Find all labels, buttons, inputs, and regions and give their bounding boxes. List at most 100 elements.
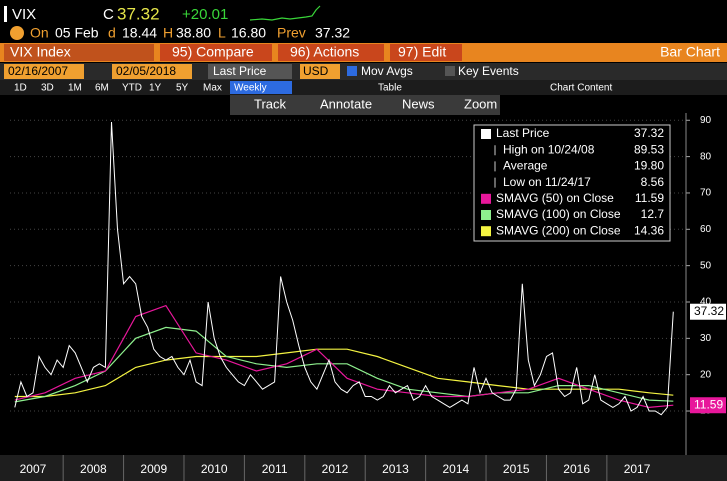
range-button[interactable]: 3D: [41, 83, 54, 94]
range-button[interactable]: 6M: [95, 83, 109, 94]
legend-label: SMAVG (100) on Close: [496, 207, 621, 221]
field-box[interactable]: [208, 64, 292, 79]
tool-bar: [230, 95, 500, 115]
legend-swatch: [481, 193, 491, 204]
legend-swatch: [481, 226, 491, 237]
open-label: d: [108, 25, 116, 41]
period[interactable]: Weekly: [234, 83, 267, 94]
edit-button[interactable]: [390, 44, 462, 61]
currency[interactable]: USD: [303, 64, 329, 78]
on-label: On: [30, 25, 49, 41]
mov-avgs[interactable]: Mov Avgs: [361, 64, 413, 78]
low: 16.80: [231, 25, 266, 41]
end-date[interactable]: 02/05/2018: [116, 64, 176, 78]
news[interactable]: News: [402, 96, 435, 111]
stat-label: High on 10/24/08: [503, 142, 595, 156]
last-flag: C: [103, 6, 114, 23]
range-button[interactable]: 5Y: [176, 83, 189, 94]
y-tick-label: 20: [700, 369, 712, 380]
y-tick-label: 70: [700, 188, 712, 199]
stat-value: 19.80: [634, 159, 664, 173]
stat-label: Low on 11/24/17: [503, 175, 591, 189]
x-tick-label: 2015: [503, 462, 530, 476]
range-buttons: 1D 3D 1M 6M YTD 1Y 5Y Max: [14, 83, 222, 94]
end-box[interactable]: [112, 64, 192, 79]
high: 38.80: [176, 25, 211, 41]
stat-label: Average: [503, 159, 548, 173]
x-tick-label: 2010: [201, 462, 228, 476]
legend-label: SMAVG (50) on Close: [496, 191, 614, 205]
ticker: VIX: [12, 6, 36, 23]
stat-value: 89.53: [634, 142, 664, 156]
series-line: [14, 348, 674, 398]
price-tag-label: 11.59: [694, 397, 723, 411]
edit[interactable]: 97) Edit: [398, 44, 446, 60]
range-button[interactable]: 1Y: [149, 83, 162, 94]
legend: Last Price 37.32 High on 10/24/08 89.53 Aver…: [473, 124, 671, 242]
start-box[interactable]: [4, 64, 84, 79]
legend-label: SMAVG (200) on Close: [496, 223, 621, 237]
zoom[interactable]: Zoom: [464, 96, 497, 111]
y-tick-label: 60: [700, 224, 712, 235]
price-tag-label: 37.32: [694, 304, 724, 318]
track[interactable]: Track: [254, 96, 287, 111]
legend-value: 37.32: [634, 126, 664, 140]
compare[interactable]: 95) Compare: [172, 44, 254, 60]
high-label: H: [163, 25, 173, 41]
series-line: [14, 304, 674, 409]
legend-value: 14.36: [634, 223, 664, 237]
last-price: 37.32: [117, 4, 160, 23]
range-button[interactable]: 1D: [14, 83, 27, 94]
compare-button[interactable]: [160, 44, 272, 61]
checkbox[interactable]: [347, 66, 357, 76]
legend-box: [473, 124, 671, 242]
y-tick-label: 40: [700, 297, 712, 308]
x-tick-label: 2016: [563, 462, 590, 476]
x-tick-label: 2014: [442, 462, 469, 476]
actions[interactable]: 96) Actions: [290, 44, 359, 60]
legend-swatch: [481, 210, 491, 220]
actions-button[interactable]: [278, 44, 384, 61]
annotate[interactable]: Annotate: [320, 96, 372, 111]
legend-value: 11.59: [635, 191, 664, 205]
ticker-marker: [4, 6, 7, 22]
price-tag: [690, 397, 726, 414]
x-tick-label: 2007: [20, 462, 47, 476]
y-tick-label: 50: [700, 260, 712, 271]
range-bar: [0, 80, 727, 95]
low-label: L: [218, 25, 226, 41]
x-tick-label: 2012: [322, 462, 349, 476]
y-tick-label: 30: [700, 333, 712, 344]
stat-value: 8.56: [641, 175, 665, 189]
chart-content[interactable]: Chart Content: [550, 83, 612, 94]
x-axis-band: [0, 455, 727, 481]
security-box: [4, 44, 154, 61]
series-line: [14, 121, 674, 416]
alert-icon: [10, 26, 24, 40]
start-date[interactable]: 02/16/2007: [8, 64, 68, 78]
y-tick-label: 90: [700, 115, 712, 126]
legend-swatch: [481, 129, 491, 139]
range-button[interactable]: YTD: [122, 83, 142, 94]
range-button[interactable]: Max: [203, 83, 222, 94]
change: +20.01: [182, 6, 228, 23]
view: Bar Chart: [660, 44, 720, 60]
checkbox[interactable]: [445, 66, 455, 76]
series-line: [14, 326, 674, 403]
security[interactable]: VIX Index: [10, 44, 71, 60]
field[interactable]: Last Price: [213, 64, 267, 78]
prev: 37.32: [315, 25, 350, 41]
y-tick-label: 80: [700, 151, 712, 162]
period-box[interactable]: [230, 81, 292, 94]
currency-box[interactable]: [300, 64, 340, 79]
range-button[interactable]: 1M: [68, 83, 82, 94]
price-tag: [690, 303, 726, 320]
x-tick-label: 2013: [382, 462, 409, 476]
key-events[interactable]: Key Events: [458, 64, 519, 78]
table[interactable]: Table: [378, 83, 402, 94]
date: 05 Feb: [55, 25, 99, 41]
legend-label: Last Price: [496, 126, 550, 140]
prev-label: Prev: [277, 25, 306, 41]
